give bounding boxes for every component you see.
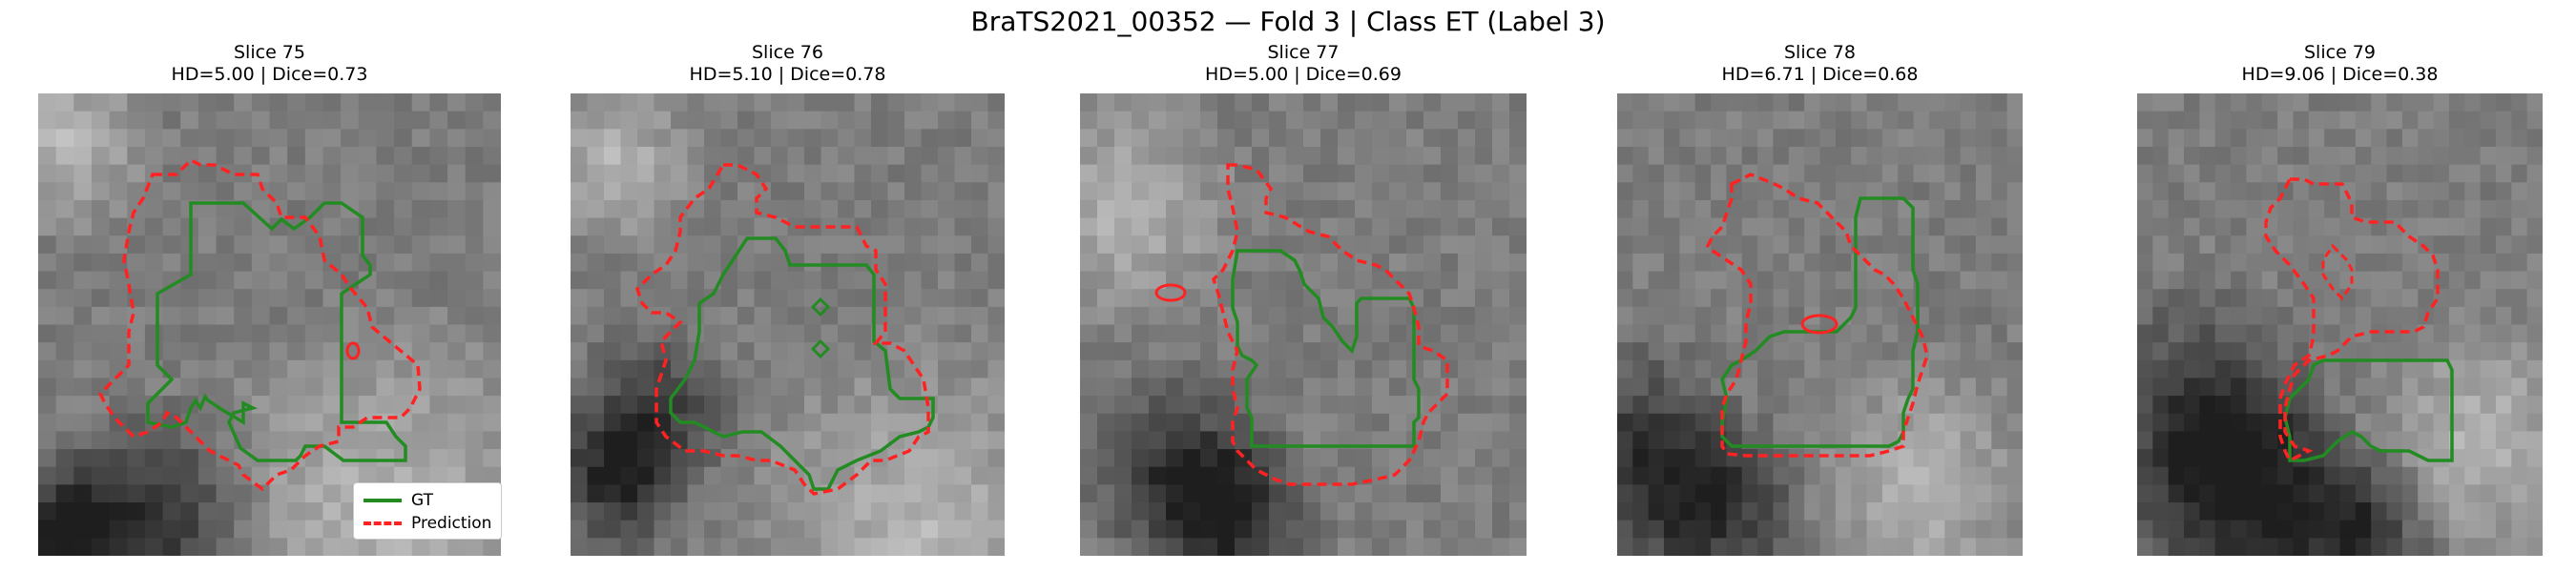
panel-slice-78: Slice 78 HD=6.71 | Dice=0.68	[1617, 42, 2023, 556]
prediction-contour-small	[1800, 314, 1839, 335]
panel-slice-75: Slice 75 HD=5.00 | Dice=0.73 GT Predicti…	[38, 42, 503, 556]
panel-metrics: HD=5.00 | Dice=0.73	[171, 64, 368, 85]
prediction-contour	[1705, 173, 1929, 458]
prediction-contour-small	[345, 341, 361, 360]
prediction-contour	[2264, 177, 2440, 463]
legend-gt: GT	[364, 489, 491, 512]
panel-slice-label: Slice 79	[2304, 42, 2376, 63]
prediction-contour-small	[2321, 243, 2354, 301]
gt-contour	[1231, 249, 1421, 448]
prediction-contour-small	[1154, 283, 1187, 302]
panel-slice-label: Slice 75	[234, 42, 305, 63]
panel-metrics: HD=5.10 | Dice=0.78	[689, 64, 886, 85]
panel-metrics: HD=5.00 | Dice=0.69	[1205, 64, 1402, 85]
mri-slice-image	[2137, 93, 2543, 556]
figure-title: BraTS2021_00352 — Fold 3 | Class ET (Lab…	[970, 6, 1606, 37]
panel-metrics: HD=6.71 | Dice=0.68	[1721, 64, 1919, 85]
prediction-contour	[97, 157, 422, 492]
gt-contour	[146, 201, 407, 462]
panel-slice-label: Slice 76	[752, 42, 823, 63]
mri-slice-canvas	[571, 93, 1005, 556]
panel-metrics: HD=9.06 | Dice=0.38	[2241, 64, 2439, 85]
gt-line-swatch	[364, 499, 402, 502]
mri-slice-image	[1080, 93, 1527, 556]
mri-slice-canvas	[1617, 93, 2023, 556]
mri-slice-canvas	[2137, 93, 2543, 556]
panel-slice-76: Slice 76 HD=5.10 | Dice=0.78	[571, 42, 1005, 556]
prediction-contour	[634, 163, 930, 496]
gt-contour-small	[810, 338, 831, 359]
legend: GT Prediction	[353, 482, 503, 540]
mri-slice-image	[571, 93, 1005, 556]
gt-contour	[669, 236, 935, 491]
gt-contour	[2283, 358, 2454, 462]
mri-slice-canvas	[1080, 93, 1527, 556]
panel-slice-77: Slice 77 HD=5.00 | Dice=0.69	[1080, 42, 1527, 556]
panel-slice-label: Slice 77	[1267, 42, 1340, 63]
legend-prediction: Prediction	[364, 512, 491, 535]
gt-contour-small	[810, 296, 831, 317]
prediction-contour	[1211, 163, 1449, 486]
legend-prediction-label: Prediction	[411, 514, 492, 533]
panel-slice-label: Slice 78	[1784, 42, 1856, 63]
prediction-line-swatch	[364, 521, 402, 525]
mri-slice-image	[1617, 93, 2023, 556]
panel-slice-79: Slice 79 HD=9.06 | Dice=0.38	[2137, 42, 2543, 556]
legend-gt-label: GT	[411, 491, 433, 510]
